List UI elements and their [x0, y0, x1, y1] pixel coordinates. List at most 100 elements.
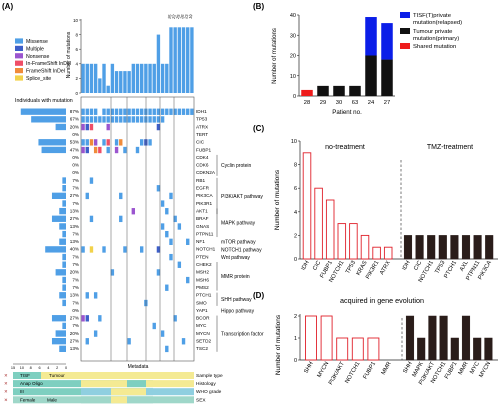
top-bar: [89, 63, 94, 93]
d-bar: [428, 315, 437, 361]
legend-label: Multiple: [26, 46, 44, 52]
gene-labels: IDH1 TP53 ATRX TERT CIC FUBP1 CDK4 CDK6 CDKN2A RB…: [196, 109, 216, 351]
c-bar: [450, 235, 459, 260]
gene-percentage: 7%: [72, 231, 79, 236]
top-tick-label: 0: [76, 91, 79, 96]
mutation-cell: [123, 146, 127, 154]
top-bar-ticks: 0 2 4 6 8 10: [73, 18, 81, 96]
c-ylabel: Number of mutations: [274, 169, 281, 230]
mutation-cell: [89, 116, 94, 123]
top-bar: [85, 63, 89, 93]
c-bar: [302, 152, 312, 260]
gene-percentage: 13%: [70, 224, 79, 229]
pathway-label: MAPK pathway: [221, 221, 256, 227]
gene-percentage: 7%: [72, 186, 79, 191]
gene-percentage: 7%: [72, 178, 79, 183]
d-ylabel: Number of mutations: [275, 314, 282, 375]
mutation-cell: [93, 292, 98, 299]
individuals-bar: [20, 108, 66, 115]
individuals-bars: 87% 67% 20% 0% 53% 47% 0% 0% 0% 7% 7% 27% 7% 13% 27% 13…: [20, 108, 79, 352]
panel-b: (B) 0 10 20 30 40 Number of mutations 28 29 30 63…: [253, 2, 462, 116]
mutation-cell: [156, 185, 161, 192]
b-legend-line: Tumour private: [413, 29, 453, 35]
gene-label: CIC: [196, 140, 205, 145]
b-x-tick-label: 24: [368, 100, 375, 106]
gene-percentage: 87%: [70, 109, 79, 114]
metadata-row-label: Histology: [196, 381, 216, 387]
mutation-cell: [119, 139, 123, 146]
gene-percentage: 27%: [70, 193, 79, 198]
panel-d: (D) acquired in gene evolution 0 1 2 Number …: [253, 291, 498, 386]
strike-icon: ✕: [4, 397, 8, 402]
top-bar-series: [81, 27, 194, 93]
mutation-cell: [119, 116, 123, 123]
mutation-cell: [93, 108, 98, 115]
mutation-cell: [148, 139, 152, 146]
top-bar: [190, 27, 194, 93]
c-bar: [473, 235, 482, 260]
mutation-cell: [139, 108, 144, 115]
top-bar-value-label: 25: [175, 13, 181, 19]
gene-percentage: 27%: [70, 216, 79, 221]
top-bar: [165, 63, 169, 93]
mutation-cell: [123, 108, 127, 115]
individuals-bar: [55, 330, 66, 337]
gene-label: FUBP1: [196, 147, 212, 152]
gene-percentage: 67%: [70, 117, 79, 122]
top-tick-label: 6: [76, 47, 79, 52]
gene-label: MYCN: [196, 331, 210, 336]
mutation-cell: [85, 338, 89, 345]
gene-label: AKT1: [196, 208, 208, 213]
legend-label: FrameShift InDel: [26, 69, 65, 75]
d-bar: [417, 337, 426, 361]
mutation-cell: [93, 139, 98, 146]
top-tick-label: 8: [76, 32, 79, 37]
mutation-cell: [169, 238, 173, 245]
mutation-cell: [160, 223, 165, 230]
individuals-bar: [59, 345, 66, 352]
metadata-left-value: Anap Oligo: [20, 381, 43, 386]
individuals-bar: [51, 192, 66, 199]
left-axis-tick: 4: [47, 366, 49, 370]
legend-swatch: [15, 38, 23, 44]
gene-label: PTPN11: [196, 231, 214, 236]
b-legend-line: mutation(primary): [413, 36, 459, 42]
c-bar: [403, 235, 413, 260]
top-bar: [173, 27, 177, 93]
top-tick-label: 10: [73, 18, 78, 23]
mutation-cell: [98, 116, 102, 123]
mutation-cell: [102, 139, 106, 146]
mutation-cell: [93, 146, 98, 154]
b-legend-line: TISF(T)private: [413, 13, 452, 19]
b-bar-tisf(t)private: [365, 17, 377, 56]
b-bar-tumour: [365, 55, 377, 96]
metadata-sample-band: [127, 380, 146, 388]
mutation-cell: [127, 338, 131, 345]
chart-d: acquired in gene evolution 0 1 2 Number of m…: [275, 296, 498, 386]
gene-label: CDKN2A: [196, 170, 216, 175]
gene-label: BRAF: [196, 216, 209, 221]
d-x-tick-label: MYCN: [478, 361, 492, 379]
mutation-cell: [186, 238, 190, 245]
metadata-sample-band: [81, 396, 194, 404]
mutation-cell: [123, 116, 127, 123]
gene-percentage: 0%: [72, 163, 79, 168]
mutation-cell: [93, 330, 98, 337]
c-bar: [337, 223, 347, 260]
gene-percentage: 47%: [70, 147, 79, 152]
pathway-label: MMR protein: [221, 274, 250, 280]
mutation-cell: [190, 108, 194, 115]
chart-c: 0 2 4 6 8 10 Number of mutations no-treatment ID…: [274, 139, 498, 284]
b-legend-label: TISF(T)private mutation(relapsed): [413, 13, 462, 26]
d-x-tick-label: FUBP1: [363, 361, 378, 380]
gene-percentage: 13%: [70, 293, 79, 298]
metadata-left-segment: [13, 388, 41, 396]
legend-swatch: [15, 75, 23, 81]
mutation-cell: [81, 139, 85, 146]
gene-percentage: 0%: [72, 155, 79, 160]
gene-percentage: 7%: [72, 323, 79, 328]
gene-label: MSH2: [196, 270, 209, 275]
b-legend-swatch: [400, 43, 410, 49]
